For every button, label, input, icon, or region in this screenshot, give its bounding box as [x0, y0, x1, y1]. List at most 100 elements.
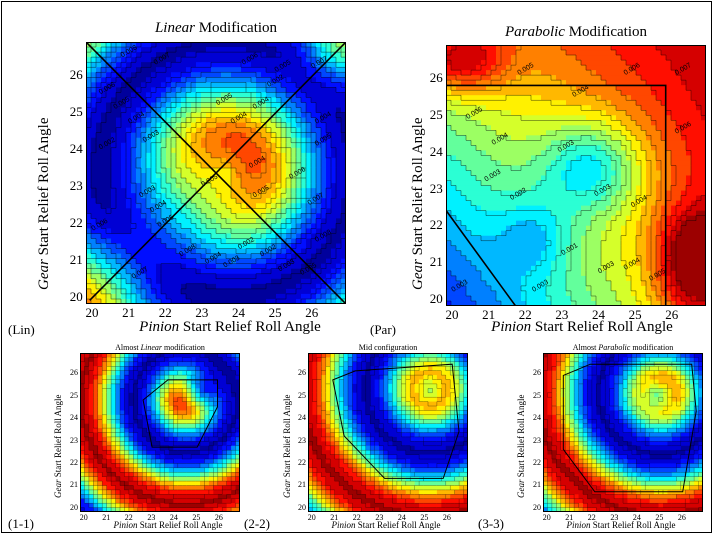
heatmap-cell — [256, 244, 262, 250]
heatmap-cell — [336, 138, 342, 144]
heatmap-cell — [331, 264, 337, 270]
heatmap-cell — [526, 251, 532, 257]
heatmap-cell — [181, 62, 187, 68]
x-tick-label: 25 — [269, 305, 282, 321]
chart-title-parabolic: Parabolic Modification — [446, 24, 706, 41]
heatmap-cell — [516, 150, 522, 156]
heatmap-cell — [306, 274, 312, 280]
heatmap-cell — [656, 140, 662, 146]
heatmap-cell — [186, 108, 192, 114]
heatmap-cell — [576, 65, 582, 71]
heatmap-cell — [251, 284, 257, 290]
heatmap-cell — [646, 75, 652, 81]
heatmap-cell — [461, 176, 467, 182]
heatmap-cell — [586, 266, 592, 272]
heatmap-cell — [136, 82, 142, 88]
heatmap-cell — [601, 110, 607, 116]
heatmap-cell — [146, 259, 152, 265]
heatmap-cell — [191, 72, 197, 78]
heatmap-cell — [316, 92, 322, 98]
heatmap-cell — [581, 115, 587, 121]
heatmap-cell — [141, 228, 147, 234]
heatmap-cell — [481, 271, 487, 277]
heatmap-cell — [481, 216, 487, 222]
heatmap-cell — [266, 47, 272, 53]
heatmap-cell — [556, 291, 562, 297]
heatmap-cell — [231, 173, 237, 179]
heatmap-cell — [276, 259, 282, 265]
heatmap-cell — [556, 50, 562, 56]
heatmap-cell — [526, 170, 532, 176]
heatmap-cell — [201, 97, 207, 103]
heatmap-cell — [296, 279, 302, 285]
heatmap-cell — [581, 135, 587, 141]
heatmap-cell — [591, 115, 597, 121]
heatmap-cell — [261, 279, 267, 285]
heatmap-cell — [496, 251, 502, 257]
heatmap-cell — [336, 168, 342, 174]
heatmap-cell — [296, 264, 302, 270]
heatmap-cell — [546, 236, 552, 242]
heatmap-cell — [591, 181, 597, 187]
heatmap-cell — [531, 176, 537, 182]
heatmap-cell — [601, 70, 607, 76]
heatmap-cell — [291, 294, 297, 300]
heatmap-cell — [486, 60, 492, 66]
heatmap-cell — [186, 47, 192, 53]
heatmap-cell — [596, 65, 602, 71]
heatmap-cell — [101, 133, 107, 139]
heatmap-cell — [131, 67, 137, 73]
heatmap-cell — [656, 60, 662, 66]
heatmap-cell — [181, 188, 187, 194]
heatmap-cell — [161, 153, 167, 159]
heatmap-cell — [546, 50, 552, 56]
heatmap-cell — [491, 226, 497, 232]
heatmap-cell — [116, 143, 122, 149]
heatmap-cell — [551, 105, 557, 111]
heatmap-cell — [606, 196, 612, 202]
heatmap-cell — [156, 97, 162, 103]
heatmap-cell — [256, 284, 262, 290]
heatmap-cell — [561, 75, 567, 81]
heatmap-cell — [596, 221, 602, 227]
heatmap-cell — [181, 269, 187, 275]
heatmap-cell — [221, 244, 227, 250]
heatmap-cell — [151, 264, 157, 270]
heatmap-cell — [176, 82, 182, 88]
heatmap-cell — [176, 218, 182, 224]
heatmap-cell — [336, 158, 342, 164]
heatmap-cell — [256, 168, 262, 174]
heatmap-cell — [511, 145, 517, 151]
heatmap-cell — [561, 231, 567, 237]
heatmap-cell — [471, 140, 477, 146]
heatmap-cell — [546, 221, 552, 227]
heatmap-cell — [331, 118, 337, 124]
heatmap-cell — [566, 170, 572, 176]
heatmap-cell — [491, 216, 497, 222]
heatmap-cell — [256, 279, 262, 285]
heatmap-cell — [611, 276, 617, 282]
heatmap-cell — [181, 274, 187, 280]
heatmap-cell — [551, 206, 557, 212]
heatmap-cell — [591, 286, 597, 292]
heatmap-cell — [651, 55, 657, 61]
heatmap-cell — [331, 244, 337, 250]
heatmap-cell — [561, 95, 567, 101]
heatmap-cell — [166, 178, 172, 184]
heatmap-cell — [606, 216, 612, 222]
heatmap-cell — [541, 296, 547, 302]
heatmap-cell — [131, 108, 137, 114]
heatmap-cell — [336, 178, 342, 184]
heatmap-cell — [336, 102, 342, 108]
heatmap-cell — [301, 289, 307, 295]
heatmap-cell — [331, 213, 337, 219]
heatmap-cell — [101, 158, 107, 164]
heatmap-cell — [246, 123, 252, 129]
heatmap-cell — [506, 155, 512, 161]
heatmap-cell — [226, 289, 232, 295]
heatmap-cell — [476, 261, 482, 267]
heatmap-cell — [576, 55, 582, 61]
heatmap-cell — [271, 294, 277, 300]
heatmap-cell — [326, 62, 332, 68]
heatmap-cell — [331, 123, 337, 129]
